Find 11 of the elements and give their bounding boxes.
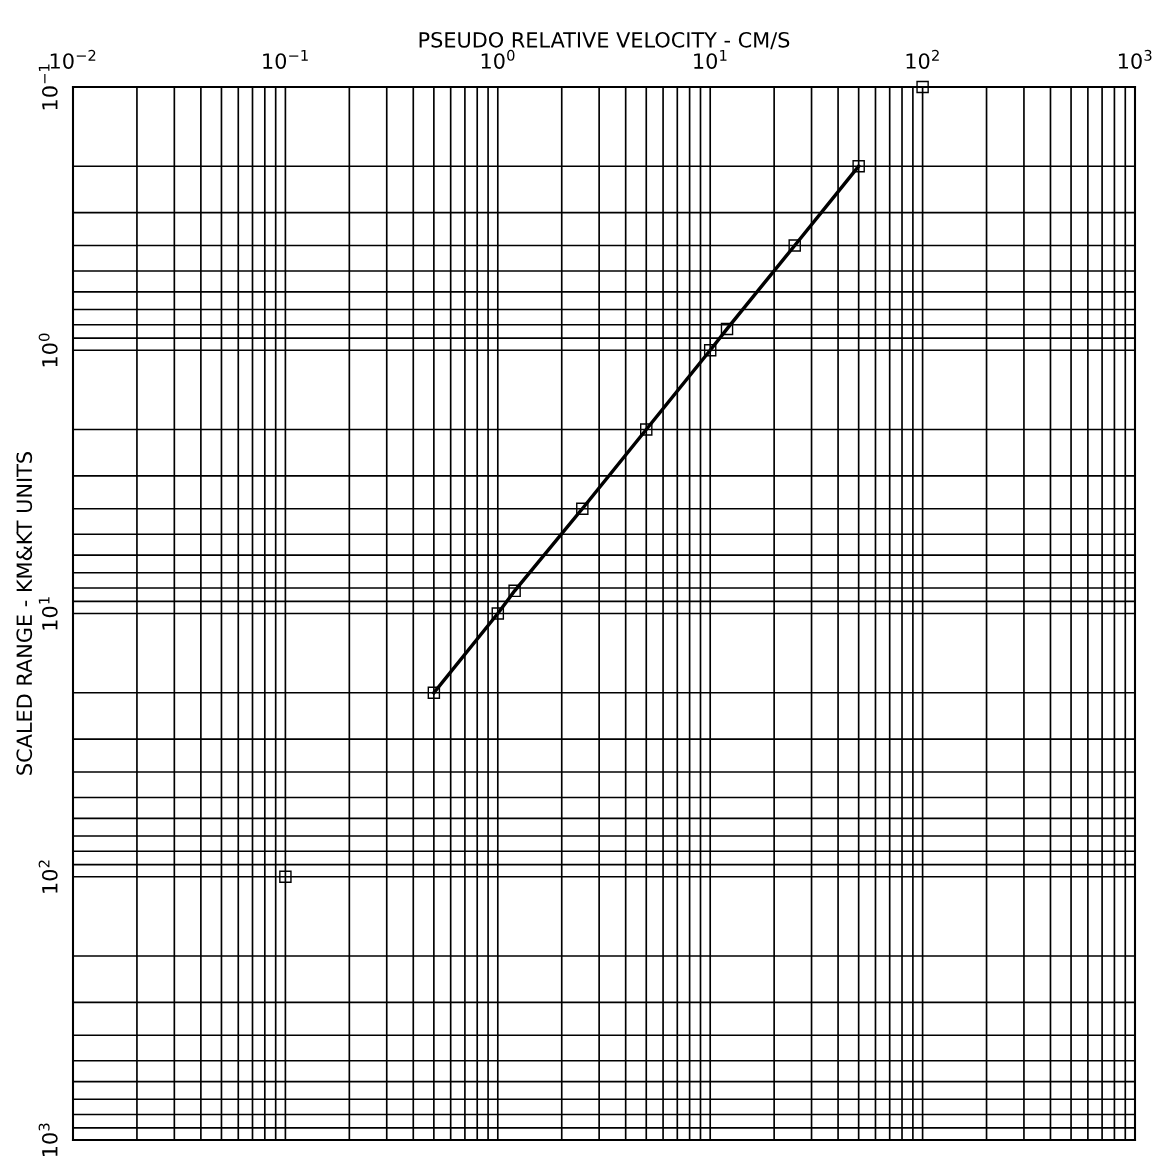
y-tick-label: 10$^{3}$ (38, 1123, 58, 1157)
y-tick-label: 10$^{1}$ (38, 597, 58, 630)
y-tick-label: 10$^{0}$ (38, 333, 58, 367)
y-tick-label: 10$^{2}$ (38, 860, 58, 893)
x-tick-label: 10$^{1}$ (694, 50, 727, 69)
x-tick-label: 10$^{0}$ (481, 49, 515, 69)
x-tick-label: 10$^{2}$ (906, 49, 939, 69)
x-tick-label: 10$^{3}$ (1118, 49, 1152, 69)
x-axis-title: PSEUDO RELATIVE VELOCITY - CM/S (419, 31, 790, 50)
x-tick-label: 10$^{−1}$ (263, 50, 308, 69)
y-axis-title: SCALED RANGE - KM&KT UNITS (16, 452, 33, 775)
